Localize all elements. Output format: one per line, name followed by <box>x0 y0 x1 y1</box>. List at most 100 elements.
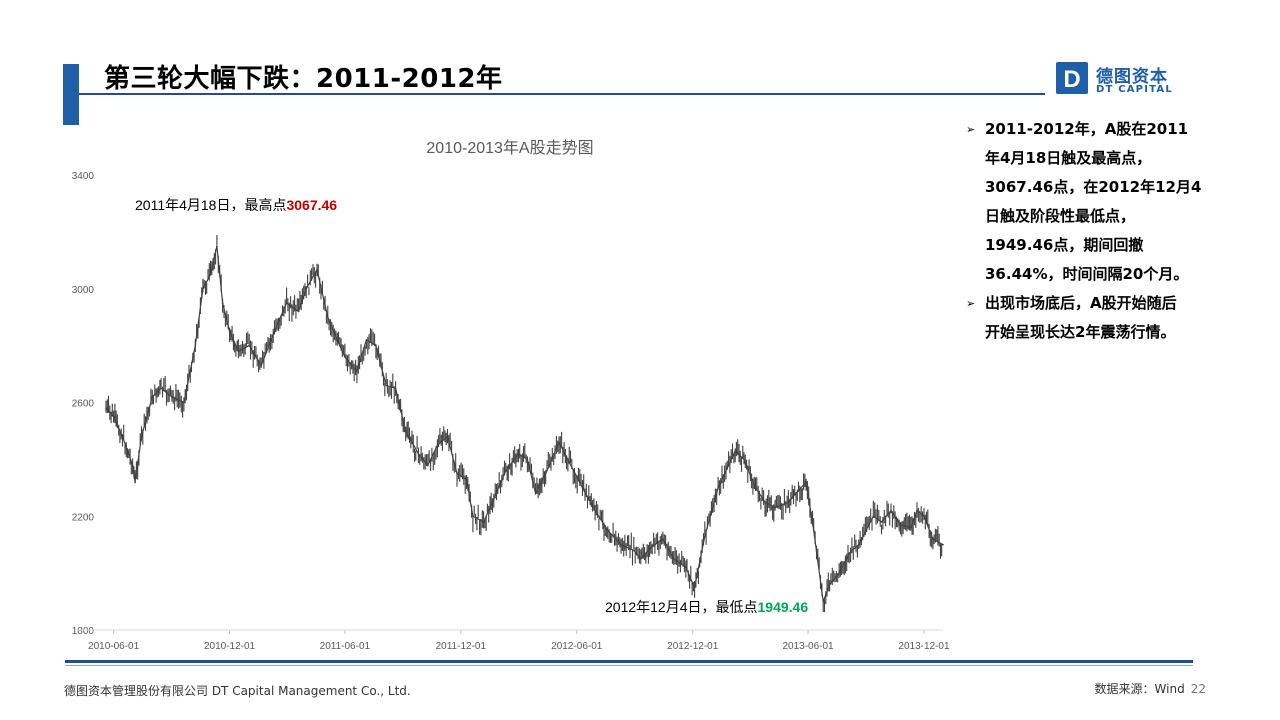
y-tick-label: 2200 <box>72 512 95 523</box>
data-point <box>672 558 675 560</box>
x-tick-label: 2011-06-01 <box>320 641 371 652</box>
data-point <box>305 287 308 290</box>
data-point <box>121 435 124 438</box>
data-point <box>932 538 934 540</box>
annotation-prefix: 2012年12月4日，最低点 <box>605 599 758 615</box>
dt-capital-logo: D 德图资本 DT CAPITAL <box>1056 60 1191 100</box>
data-point <box>662 538 664 540</box>
data-point <box>734 450 736 452</box>
arrow-bullet-icon: ➢ <box>966 123 976 136</box>
index-chart: 2010-2013年A股走势图 1800 2200 2600 3000 3400 201… <box>60 125 960 665</box>
data-point <box>456 472 458 475</box>
data-point <box>336 339 339 341</box>
data-point <box>134 481 136 483</box>
annotation-prefix: 2011年4月18日，最高点 <box>135 197 286 213</box>
bullet-line: 3067.46点，在2012年12月4 <box>985 178 1202 196</box>
data-point <box>650 546 652 549</box>
data-point <box>838 572 840 574</box>
data-point <box>202 287 204 290</box>
data-point <box>140 435 143 438</box>
x-tick-label: 2010-12-01 <box>204 641 256 652</box>
data-point <box>526 458 529 461</box>
data-point <box>620 543 622 546</box>
data-point <box>880 521 883 523</box>
data-point <box>684 566 687 569</box>
data-point <box>764 501 766 503</box>
data-point <box>404 430 407 432</box>
footer-divider-thin <box>65 665 1193 666</box>
data-point <box>482 521 485 523</box>
chart-svg: 2010-2013年A股走势图 1800 2200 2600 3000 3400 201… <box>72 139 950 652</box>
data-point <box>923 515 925 518</box>
data-point <box>344 356 346 358</box>
x-tick-label: 2013-12-01 <box>898 641 950 652</box>
data-point <box>160 387 162 390</box>
data-point <box>316 268 318 271</box>
data-point <box>828 583 831 586</box>
data-point <box>248 344 250 347</box>
data-point <box>774 506 776 509</box>
data-point <box>105 407 107 409</box>
bullet-line: 出现市场底后，A股开始随后 <box>985 294 1177 312</box>
x-tick-label: 2013-06-01 <box>782 641 834 652</box>
bullet-line: 2011-2012年，A股在2011 <box>985 120 1189 138</box>
data-point <box>848 552 851 555</box>
y-tick-label: 2600 <box>72 399 95 410</box>
data-point <box>326 316 329 318</box>
data-point <box>216 245 218 247</box>
annotation-value: 3067.46 <box>286 197 337 213</box>
data-point <box>703 535 706 537</box>
data-source: 数据来源：Wind 22 <box>1095 680 1206 697</box>
high-point-annotation: 2011年4月18日，最高点3067.46 <box>135 197 337 213</box>
footer-divider <box>65 660 1193 663</box>
title-divider <box>79 93 1045 95</box>
bullet-line: 36.44%，时间间隔20个月。 <box>985 265 1189 283</box>
data-point <box>365 339 368 341</box>
data-point <box>228 330 231 333</box>
data-point <box>273 330 276 333</box>
data-point <box>517 452 520 455</box>
data-point <box>632 549 635 552</box>
data-point <box>787 501 790 503</box>
data-point <box>194 344 197 347</box>
data-point <box>491 501 494 503</box>
x-tick-label: 2012-12-01 <box>667 641 719 652</box>
data-point <box>594 509 596 512</box>
low-point-annotation: 2012年12月4日，最低点1949.46 <box>605 599 808 615</box>
annotation-value: 1949.46 <box>758 599 809 615</box>
y-tick-label: 1800 <box>72 626 95 637</box>
source-text: 数据来源：Wind <box>1094 682 1185 696</box>
logo-mark-icon: D <box>1056 62 1088 94</box>
data-point <box>899 523 902 526</box>
x-tick-label: 2011-12-01 <box>436 641 487 652</box>
data-point <box>743 458 745 461</box>
data-point <box>183 401 185 404</box>
data-point <box>872 515 875 518</box>
data-point <box>546 469 548 472</box>
x-tick-label: 2012-06-01 <box>551 641 603 652</box>
data-point <box>465 478 468 481</box>
data-point <box>427 464 429 466</box>
data-point <box>805 481 807 483</box>
data-point <box>151 396 154 398</box>
logo-cn-text: 德图资本 <box>1096 67 1168 87</box>
data-point <box>717 487 719 489</box>
data-point <box>375 344 377 347</box>
bullet-line: 开始呈现长达2年震荡行情。 <box>985 323 1176 341</box>
data-point <box>112 415 115 418</box>
bullet-line: 年4月18日触及最高点， <box>985 149 1152 167</box>
chart-title: 2010-2013年A股走势图 <box>426 139 593 157</box>
data-point <box>221 302 224 304</box>
data-point <box>822 600 825 603</box>
data-point <box>297 310 300 313</box>
bullet-line: 1949.46点，期间回撤 <box>985 236 1144 254</box>
data-point <box>237 350 240 353</box>
data-point <box>285 302 288 304</box>
y-tick-label: 3400 <box>72 171 95 182</box>
commentary: ➢ 2011-2012年，A股在2011 年4月18日触及最高点， 3067.4… <box>966 115 1236 347</box>
data-point <box>639 558 642 560</box>
company-name: 德图资本管理股份有限公司 DT Capital Management Co., … <box>64 684 411 698</box>
data-point <box>568 461 570 464</box>
price-series-line <box>105 245 944 602</box>
page-title: 第三轮大幅下跌：2011-2012年 <box>104 64 503 94</box>
